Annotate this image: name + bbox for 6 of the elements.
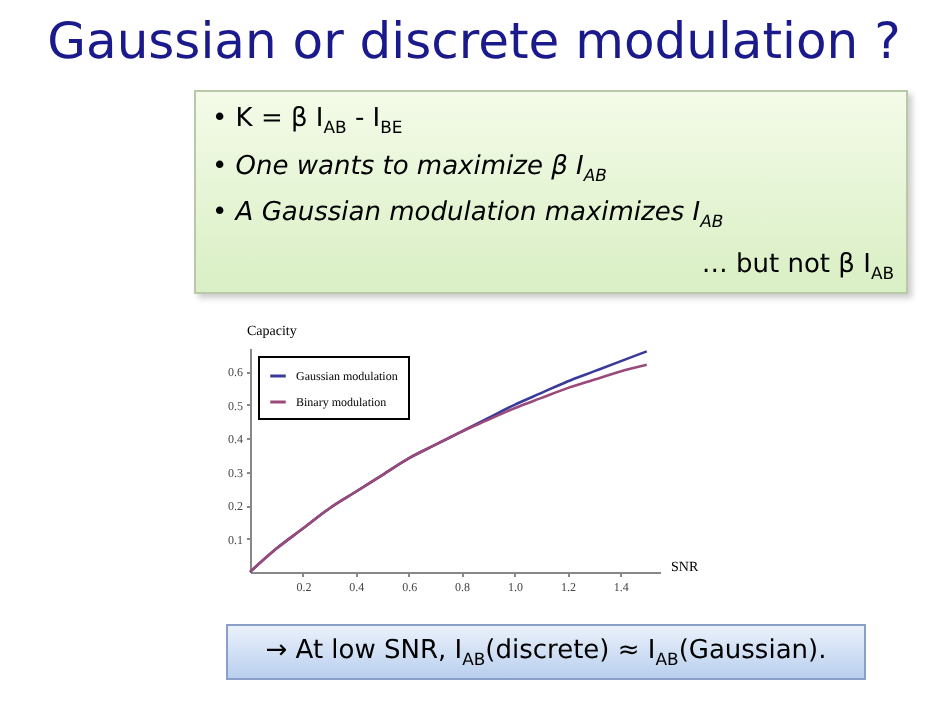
text: → At low SNR, I$_{AB}$(discrete) ≈ I$_{AB}$(Gaussian). [226,624,866,680]
chart-title: Gaussian or discrete modulation ? [45,12,903,70]
text: • One wants to maximize β I$_{AB}$ [212,149,609,189]
text: • K = β I$_{AB}$ - I$_{BE}$ [212,102,405,142]
text: … but not β I$_{AB}$ [701,250,894,284]
text: • A Gaussian modulation maximizes I$_{AB}$ [212,196,726,236]
